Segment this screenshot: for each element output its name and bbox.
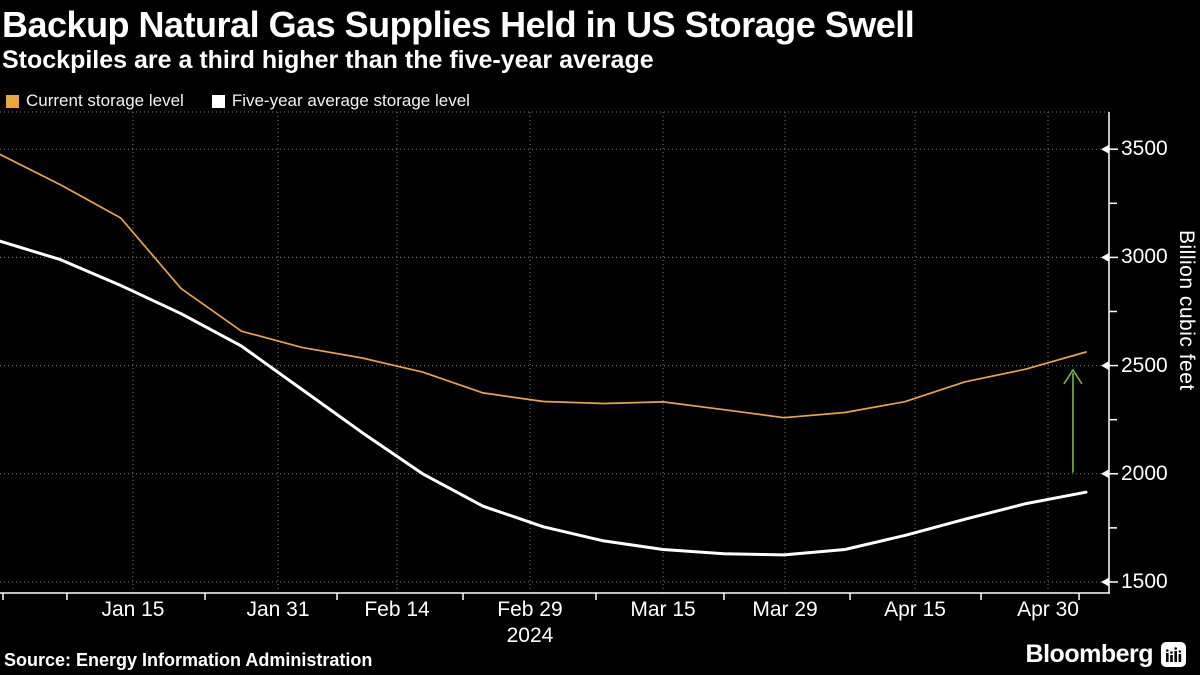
y-tick-label: 2500 xyxy=(1121,353,1168,377)
x-tick-label: Apr 15 xyxy=(884,598,946,621)
y-axis-tick-arrow xyxy=(1101,469,1109,479)
y-tick-label: 3000 xyxy=(1121,245,1168,269)
legend-label-current: Current storage level xyxy=(26,91,184,110)
legend-label-average: Five-year average storage level xyxy=(231,91,470,110)
series-line-current xyxy=(0,153,1087,419)
y-tick-label: 3500 xyxy=(1121,137,1168,161)
x-axis-year-label: 2024 xyxy=(506,624,554,647)
y-axis-tick-arrow xyxy=(1101,577,1109,587)
y-axis-tick-arrow xyxy=(1101,252,1109,262)
x-tick-label: Jan 31 xyxy=(246,598,310,621)
bloomberg-logo: Bloomberg xyxy=(1026,640,1186,669)
series-line-average xyxy=(0,239,1088,557)
page-title: Backup Natural Gas Supplies Held in US S… xyxy=(2,4,915,45)
y-axis-tick-arrow xyxy=(1101,144,1109,154)
legend: Current storage level Five-year average … xyxy=(6,91,470,111)
source-text: Source: Energy Information Administratio… xyxy=(4,650,373,670)
annotation-arrow-head xyxy=(1063,368,1083,385)
x-tick-label: Mar 29 xyxy=(752,598,818,621)
y-axis-tick-arrow xyxy=(1101,361,1109,371)
bloomberg-chart-icon xyxy=(1161,642,1186,667)
y-tick-label: 2000 xyxy=(1121,461,1168,485)
legend-item-average: Five-year average storage level xyxy=(211,91,470,111)
legend-swatch-current-icon xyxy=(6,94,19,108)
x-tick-label: Feb 29 xyxy=(497,598,563,621)
legend-item-current: Current storage level xyxy=(6,91,184,111)
y-tick-label: 1500 xyxy=(1121,569,1168,593)
bloomberg-wordmark: Bloomberg xyxy=(1025,640,1154,668)
x-tick-label: Feb 14 xyxy=(364,598,430,621)
legend-swatch-average-icon xyxy=(211,94,225,108)
y-axis-title: Billion cubic feet xyxy=(1175,230,1198,391)
x-tick-label: Apr 30 xyxy=(1017,598,1079,621)
x-tick-label: Mar 15 xyxy=(630,598,696,621)
page-subtitle: Stockpiles are a third higher than the f… xyxy=(2,46,654,74)
x-tick-label: Jan 15 xyxy=(101,598,165,621)
